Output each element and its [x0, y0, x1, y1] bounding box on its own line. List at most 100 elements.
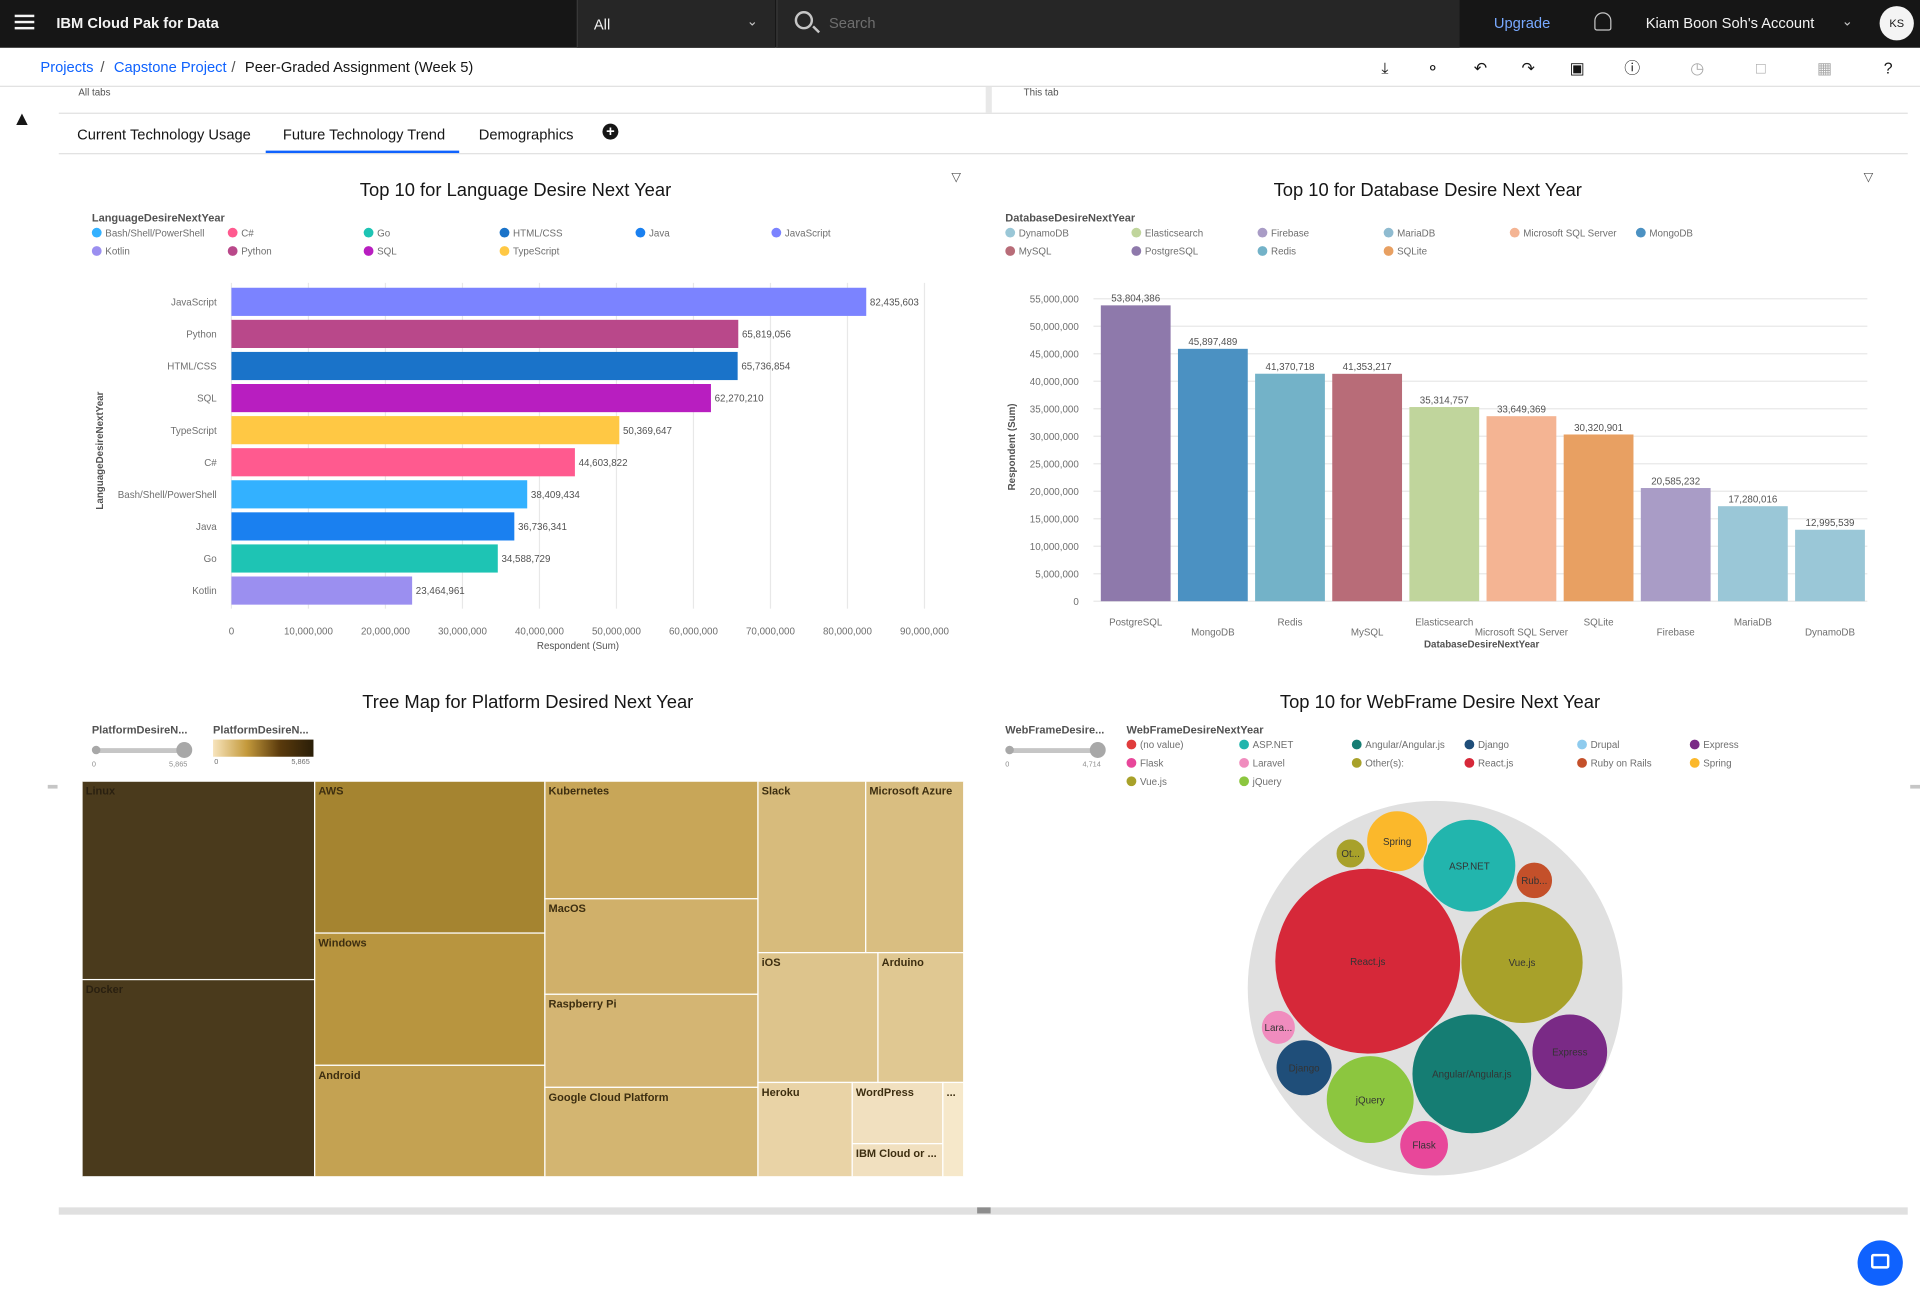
treemap-tile[interactable] [865, 781, 964, 954]
chevron-down-icon[interactable]: ⌄ [1841, 14, 1853, 30]
treemap-tile[interactable] [314, 1064, 546, 1177]
bar[interactable] [1486, 416, 1557, 602]
bubble[interactable] [1515, 861, 1554, 900]
legend-item[interactable]: HTML/CSS [499, 227, 563, 239]
notification-bell-icon[interactable] [1594, 12, 1612, 31]
legend-item[interactable]: Firebase [1257, 227, 1309, 239]
legend-item[interactable]: Flask [1126, 757, 1163, 769]
legend-item[interactable]: Redis [1257, 246, 1296, 257]
treemap-tile[interactable] [82, 978, 316, 1177]
bar[interactable] [231, 351, 738, 381]
treemap-tile[interactable] [757, 781, 867, 954]
account-switcher[interactable]: Kiam Boon Soh's Account [1645, 14, 1815, 32]
legend-item[interactable]: MariaDB [1383, 227, 1435, 239]
bubble[interactable] [1365, 810, 1429, 873]
filter-icon[interactable]: ▽ [1863, 171, 1874, 185]
tab-future-technology-trend[interactable]: Future Technology Trend [282, 126, 446, 144]
legend-item[interactable]: TypeScript [499, 246, 559, 257]
bar[interactable] [231, 576, 413, 605]
global-search-input[interactable]: Search [776, 0, 1460, 48]
comment-icon[interactable]: □ [1755, 58, 1766, 78]
bar[interactable] [1717, 506, 1788, 602]
bubble[interactable] [1398, 1119, 1450, 1171]
bar[interactable] [1795, 529, 1865, 602]
product-name[interactable]: IBM Cloud Pak for Data [56, 14, 219, 32]
bar[interactable] [1563, 434, 1634, 602]
legend-item[interactable]: SQLite [1383, 246, 1427, 257]
help-icon[interactable]: ? [1883, 58, 1893, 78]
legend-item[interactable]: Python [227, 246, 272, 257]
resize-handle-left[interactable] [47, 784, 58, 789]
bar[interactable] [1409, 407, 1480, 602]
layout-icon[interactable]: ▦ [1816, 58, 1833, 78]
legend-item[interactable]: Java [635, 227, 670, 239]
breadcrumb-capstone-project[interactable]: Capstone Project [113, 58, 227, 76]
share-icon[interactable]: ⚬ [1425, 58, 1440, 78]
save-icon[interactable]: ▣ [1569, 58, 1585, 78]
legend-item[interactable]: Go [363, 227, 390, 239]
bar[interactable] [231, 480, 528, 509]
legend-item[interactable]: Other(s): [1351, 757, 1404, 769]
chat-button[interactable] [1857, 1240, 1903, 1286]
treemap-tile[interactable] [757, 1081, 853, 1177]
bar[interactable] [1332, 373, 1403, 602]
legend-item[interactable]: Bash/Shell/PowerShell [91, 227, 204, 239]
breadcrumb-projects[interactable]: Projects [40, 58, 94, 76]
bubble[interactable] [1335, 838, 1366, 869]
bar[interactable] [231, 448, 575, 477]
legend-item[interactable]: DynamoDB [1005, 227, 1069, 239]
info-icon[interactable]: ⓘ [1624, 58, 1641, 78]
legend-item[interactable]: Microsoft SQL Server [1509, 227, 1617, 239]
legend-item[interactable]: Elasticsearch [1131, 227, 1203, 239]
legend-item[interactable]: Kotlin [91, 246, 130, 257]
bar[interactable] [1640, 488, 1711, 602]
undo-icon[interactable]: ↶ [1473, 58, 1488, 78]
hamburger-menu-icon[interactable] [14, 14, 35, 32]
treemap-tile[interactable] [942, 1081, 964, 1177]
tab-current-technology-usage[interactable]: Current Technology Usage [77, 126, 251, 144]
legend-item[interactable]: Express [1689, 739, 1739, 751]
legend-item[interactable]: C# [227, 227, 254, 239]
bubble[interactable] [1275, 1038, 1333, 1097]
legend-item[interactable]: Ruby on Rails [1577, 757, 1652, 769]
bubble[interactable] [1422, 818, 1517, 913]
bar[interactable] [231, 512, 515, 541]
add-tab-icon[interactable]: + [602, 123, 619, 140]
legend-item[interactable]: Vue.js [1126, 776, 1167, 787]
slider-max-handle[interactable] [176, 742, 193, 758]
slider-max-handle[interactable] [1089, 742, 1106, 758]
webframe-size-slider[interactable]: 0 4,714 [1005, 742, 1107, 769]
slider-min-handle[interactable] [1005, 745, 1014, 755]
bubble[interactable] [1460, 900, 1584, 1025]
search-scope-dropdown[interactable]: All ⌄ [576, 0, 776, 48]
resize-handle-right[interactable] [1910, 784, 1920, 789]
treemap-tile[interactable] [82, 781, 316, 981]
treemap-tile[interactable] [757, 952, 879, 1084]
treemap-tile[interactable] [314, 932, 546, 1066]
legend-item[interactable]: jQuery [1239, 776, 1282, 787]
tab-demographics[interactable]: Demographics [478, 126, 574, 144]
bar[interactable] [231, 319, 739, 349]
bubble[interactable] [1325, 1054, 1415, 1145]
legend-item[interactable]: ASP.NET [1239, 739, 1293, 751]
bar[interactable] [231, 384, 711, 413]
legend-item[interactable]: React.js [1464, 757, 1513, 769]
legend-item[interactable]: (no value) [1126, 739, 1184, 751]
legend-item[interactable]: Spring [1689, 757, 1732, 769]
legend-item[interactable]: MySQL [1005, 246, 1051, 257]
download-icon[interactable]: ⤓ [1381, 58, 1389, 78]
bar[interactable] [1177, 348, 1248, 602]
legend-item[interactable]: Django [1464, 739, 1509, 751]
upgrade-link[interactable]: Upgrade [1493, 14, 1551, 32]
legend-item[interactable]: Drupal [1577, 739, 1619, 751]
bar[interactable] [1255, 373, 1325, 602]
treemap-size-slider[interactable]: 0 5,865 [91, 742, 194, 769]
history-icon[interactable]: ◷ [1690, 58, 1705, 78]
bubble[interactable] [1531, 1013, 1609, 1091]
treemap-tile[interactable] [314, 781, 546, 934]
bar[interactable] [231, 287, 867, 316]
filter-icon[interactable]: ▽ [951, 171, 961, 185]
slider-min-handle[interactable] [91, 745, 101, 755]
bar[interactable] [1100, 305, 1171, 602]
user-avatar[interactable]: KS [1879, 6, 1914, 41]
